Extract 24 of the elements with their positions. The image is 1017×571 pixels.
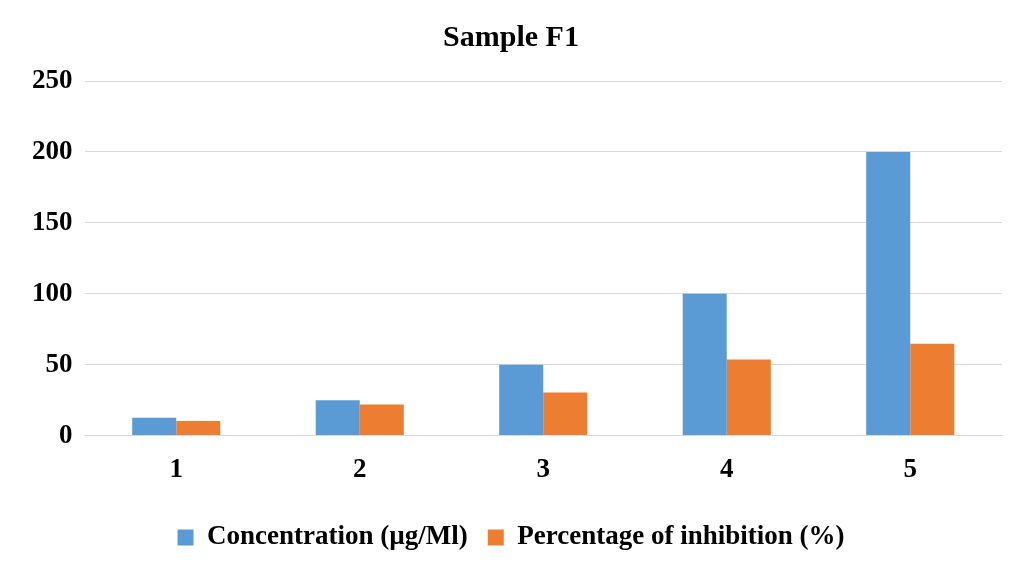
y-tick-label: 250 (32, 63, 73, 94)
bar (176, 420, 221, 436)
y-tick-label: 100 (32, 276, 73, 307)
bar (132, 417, 177, 436)
y-tick-label: 50 (45, 347, 73, 378)
y-tick-label: 0 (59, 418, 73, 449)
x-tick-label: 2 (353, 452, 367, 483)
bar (866, 151, 911, 436)
bar (359, 404, 404, 436)
bar (726, 359, 771, 436)
bar (543, 392, 588, 436)
y-tick-label: 200 (32, 134, 73, 165)
chart-title: Sample F1 (443, 18, 579, 52)
x-tick-label: 3 (536, 452, 550, 483)
legend-label: Percentage of inhibition (%) (517, 520, 845, 551)
x-tick-label: 1 (169, 452, 183, 483)
bar (682, 293, 727, 436)
bar (315, 400, 360, 436)
bar (499, 364, 544, 436)
y-tick-label: 150 (32, 205, 73, 236)
legend-label: Concentration (µg/Ml) (207, 520, 468, 551)
x-tick-label: 4 (720, 452, 734, 483)
x-tick-label: 5 (903, 452, 917, 483)
bar (910, 343, 955, 436)
